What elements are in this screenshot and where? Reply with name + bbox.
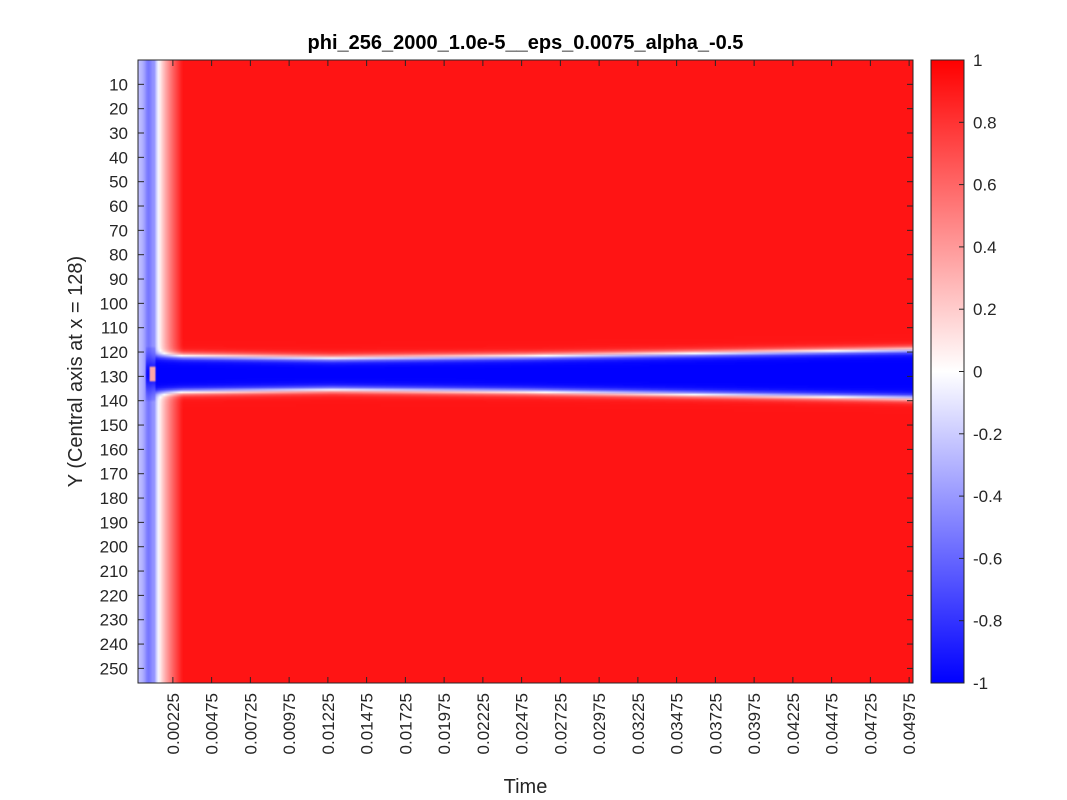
x-tick-label: 0.02225 [474, 693, 493, 754]
colorbar-tick-label: -0.8 [973, 612, 1002, 631]
x-tick-label: 0.00225 [164, 693, 183, 754]
x-tick-label: 0.03725 [706, 693, 725, 754]
x-axis: 0.00225 0.00475 0.00725 0.00975 0.01225 0.014… [164, 60, 919, 754]
y-tick-label: 180 [100, 489, 128, 508]
y-tick-label: 50 [109, 173, 128, 192]
x-tick-label: 0.04975 [900, 693, 919, 754]
y-tick-label: 200 [100, 538, 128, 557]
y-tick-label: 60 [109, 197, 128, 216]
x-tick-label: 0.01475 [358, 693, 377, 754]
plot-area [137, 59, 914, 684]
colorbar-tick-label: -0.4 [973, 487, 1002, 506]
x-tick-label: 0.02975 [590, 693, 609, 754]
x-tick-label: 0.03225 [629, 693, 648, 754]
y-axis: 10 20 30 40 50 60 70 80 90 100 110 120 130 140 150 160 1… [100, 75, 913, 678]
y-tick-label: 120 [100, 343, 128, 362]
y-tick-label: 160 [100, 440, 128, 459]
y-axis-label: Y (Central axis at x = 128) [65, 256, 87, 487]
x-tick-label: 0.02725 [551, 693, 570, 754]
y-tick-label: 170 [100, 465, 128, 484]
y-tick-label: 20 [109, 100, 128, 119]
x-tick-label: 0.01225 [319, 693, 338, 754]
colorbar-tick-label: 0.8 [973, 113, 997, 132]
x-tick-label: 0.04475 [823, 693, 842, 754]
y-tick-label: 30 [109, 124, 128, 143]
colorbar-tick-label: -0.2 [973, 425, 1002, 444]
colorbar-tick-label: -0.6 [973, 549, 1002, 568]
x-tick-label: 0.01725 [396, 693, 415, 754]
colorbar: 1 0.8 0.6 0.4 0.2 0 -0.2 -0.4 -0.6 -0.8 -1 [930, 51, 1002, 693]
x-tick-label: 0.04725 [861, 693, 880, 754]
colorbar-tick-label: 0 [973, 363, 982, 382]
colorbar-tick-label: 0.4 [973, 238, 997, 257]
x-tick-label: 0.00475 [203, 693, 222, 754]
plot-frame [137, 59, 914, 684]
y-tick-label: 220 [100, 586, 128, 605]
x-axis-label: Time [504, 776, 548, 798]
y-tick-label: 190 [100, 513, 128, 532]
y-tick-label: 80 [109, 246, 128, 265]
heatmap-cells [138, 60, 913, 683]
colorbar-tick-label: -1 [973, 674, 988, 693]
x-tick-label: 0.01975 [435, 693, 454, 754]
y-tick-label: 130 [100, 367, 128, 386]
y-tick-label: 40 [109, 148, 128, 167]
colorbar-tick-label: 1 [973, 51, 982, 70]
x-tick-label: 0.02475 [513, 693, 532, 754]
y-tick-label: 240 [100, 635, 128, 654]
y-tick-label: 10 [109, 75, 128, 94]
y-tick-label: 230 [100, 611, 128, 630]
y-tick-label: 90 [109, 270, 128, 289]
x-tick-label: 0.04225 [784, 693, 803, 754]
x-tick-label: 0.03975 [745, 693, 764, 754]
x-tick-label: 0.00725 [241, 693, 260, 754]
y-tick-label: 210 [100, 562, 128, 581]
colorbar-tick-label: 0.6 [973, 176, 997, 195]
y-tick-label: 100 [100, 294, 128, 313]
colorbar-tick-label: 0.2 [973, 300, 997, 319]
y-tick-label: 110 [101, 319, 128, 338]
x-tick-label: 0.00975 [280, 693, 299, 754]
chart-title: phi_256_2000_1.0e-5__eps_0.0075_alpha_-0… [308, 32, 744, 54]
y-tick-label: 250 [100, 659, 128, 678]
colorbar-gradient [930, 59, 965, 684]
y-tick-label: 70 [109, 221, 128, 240]
y-tick-label: 150 [100, 416, 128, 435]
x-tick-label: 0.03475 [668, 693, 687, 754]
y-tick-label: 140 [100, 392, 128, 411]
